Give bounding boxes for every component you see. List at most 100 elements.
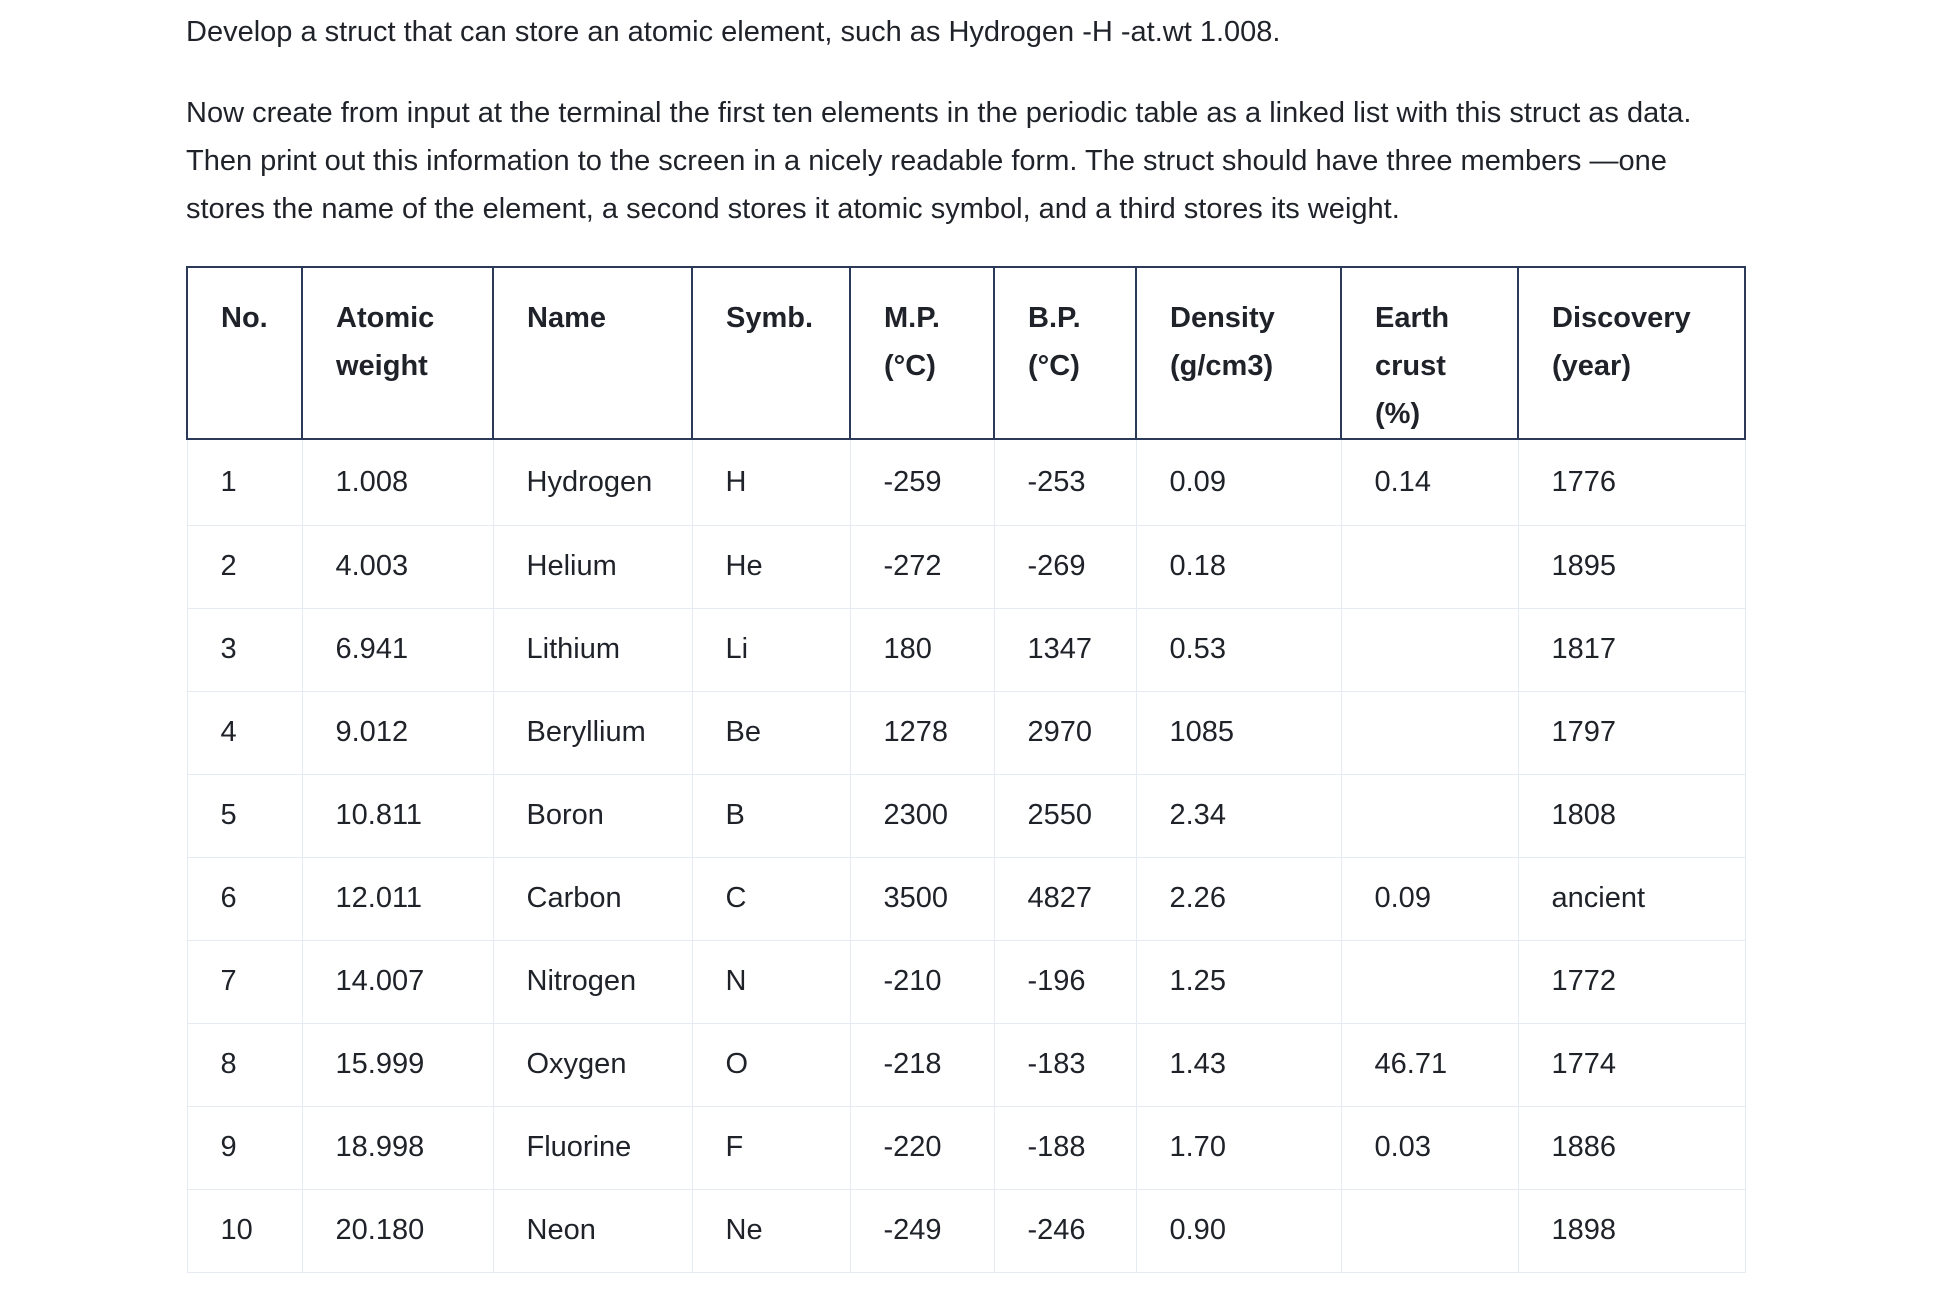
cell-name: Fluorine: [492, 1105, 693, 1190]
cell-discovery: 1774: [1517, 1022, 1746, 1107]
cell-melting-point: 1278: [849, 690, 995, 775]
cell-name: Hydrogen: [492, 438, 693, 526]
cell-earth-crust: [1340, 524, 1519, 609]
cell-symbol: Ne: [691, 1188, 851, 1273]
cell-density: 1.25: [1135, 939, 1342, 1024]
cell-discovery: 1886: [1517, 1105, 1746, 1190]
cell-name: Neon: [492, 1188, 693, 1273]
cell-discovery: 1797: [1517, 690, 1746, 775]
cell-melting-point: -220: [849, 1105, 995, 1190]
header-label: (year): [1552, 350, 1631, 382]
cell-melting-point: 3500: [849, 856, 995, 941]
cell-name: Beryllium: [492, 690, 693, 775]
cell-weight: 6.941: [301, 607, 494, 692]
cell-boiling-point: 2970: [993, 690, 1137, 775]
cell-name: Lithium: [492, 607, 693, 692]
cell-no: 4: [186, 690, 303, 775]
table-row: 7 14.007 Nitrogen N -210 -196 1.25 1772: [186, 939, 1746, 1024]
periodic-elements-table: No. Atomic weight Name Symb. M.P. (°C) B.P…: [186, 266, 1746, 1273]
cell-boiling-point: -246: [993, 1188, 1137, 1273]
cell-density: 0.90: [1135, 1188, 1342, 1273]
header-label: (°C): [884, 350, 936, 382]
cell-boiling-point: -196: [993, 939, 1137, 1024]
cell-melting-point: 180: [849, 607, 995, 692]
table-row: 5 10.811 Boron B 2300 2550 2.34 1808: [186, 773, 1746, 858]
header-label: weight: [336, 350, 428, 382]
cell-weight: 9.012: [301, 690, 494, 775]
cell-boiling-point: -188: [993, 1105, 1137, 1190]
cell-boiling-point: 2550: [993, 773, 1137, 858]
cell-symbol: N: [691, 939, 851, 1024]
cell-name: Carbon: [492, 856, 693, 941]
cell-density: 0.53: [1135, 607, 1342, 692]
cell-no: 6: [186, 856, 303, 941]
header-melting-point: M.P. (°C): [849, 266, 995, 440]
cell-melting-point: -249: [849, 1188, 995, 1273]
cell-discovery: 1776: [1517, 438, 1746, 526]
header-label: No.: [221, 302, 268, 334]
table-row: 10 20.180 Neon Ne -249 -246 0.90 1898: [186, 1188, 1746, 1273]
cell-melting-point: 2300: [849, 773, 995, 858]
header-label: Earth: [1375, 302, 1450, 334]
cell-density: 1.43: [1135, 1022, 1342, 1107]
cell-earth-crust: [1340, 939, 1519, 1024]
cell-earth-crust: 0.14: [1340, 438, 1519, 526]
cell-boiling-point: -183: [993, 1022, 1137, 1107]
cell-earth-crust: [1340, 690, 1519, 775]
cell-weight: 14.007: [301, 939, 494, 1024]
cell-melting-point: -259: [849, 438, 995, 526]
header-label: Discovery: [1552, 302, 1691, 334]
cell-symbol: C: [691, 856, 851, 941]
cell-earth-crust: [1340, 607, 1519, 692]
cell-density: 2.34: [1135, 773, 1342, 858]
cell-earth-crust: 0.09: [1340, 856, 1519, 941]
cell-no: 5: [186, 773, 303, 858]
cell-symbol: O: [691, 1022, 851, 1107]
cell-boiling-point: 1347: [993, 607, 1137, 692]
cell-name: Nitrogen: [492, 939, 693, 1024]
cell-symbol: F: [691, 1105, 851, 1190]
header-label: (°C): [1028, 350, 1080, 382]
intro-paragraph-2: Now create from input at the terminal th…: [186, 97, 1692, 225]
cell-boiling-point: 4827: [993, 856, 1137, 941]
cell-no: 7: [186, 939, 303, 1024]
cell-no: 9: [186, 1105, 303, 1190]
cell-symbol: Li: [691, 607, 851, 692]
cell-melting-point: -272: [849, 524, 995, 609]
cell-symbol: H: [691, 438, 851, 526]
header-label: Atomic: [336, 302, 435, 334]
cell-name: Oxygen: [492, 1022, 693, 1107]
header-no: No.: [186, 266, 303, 440]
cell-density: 2.26: [1135, 856, 1342, 941]
cell-discovery: 1817: [1517, 607, 1746, 692]
header-boiling-point: B.P. (°C): [993, 266, 1137, 440]
cell-name: Boron: [492, 773, 693, 858]
cell-no: 8: [186, 1022, 303, 1107]
table-row: 2 4.003 Helium He -272 -269 0.18 1895: [186, 524, 1746, 609]
cell-density: 0.09: [1135, 438, 1342, 526]
table-header-row: No. Atomic weight Name Symb. M.P. (°C) B.P…: [186, 266, 1746, 440]
cell-earth-crust: 0.03: [1340, 1105, 1519, 1190]
header-label: Symb.: [726, 302, 814, 334]
cell-symbol: He: [691, 524, 851, 609]
cell-weight: 12.011: [301, 856, 494, 941]
cell-earth-crust: [1340, 773, 1519, 858]
cell-discovery: ancient: [1517, 856, 1746, 941]
cell-weight: 20.180: [301, 1188, 494, 1273]
header-earth-crust: Earth crust (%): [1340, 266, 1519, 440]
cell-no: 2: [186, 524, 303, 609]
cell-density: 1085: [1135, 690, 1342, 775]
cell-symbol: B: [691, 773, 851, 858]
header-label: B.P.: [1028, 302, 1081, 334]
table-row: 1 1.008 Hydrogen H -259 -253 0.09 0.14 1…: [186, 438, 1746, 526]
header-symbol: Symb.: [691, 266, 851, 440]
cell-name: Helium: [492, 524, 693, 609]
header-label: M.P.: [884, 302, 940, 334]
cell-discovery: 1895: [1517, 524, 1746, 609]
cell-weight: 10.811: [301, 773, 494, 858]
header-density: Density (g/cm3): [1135, 266, 1342, 440]
header-atomic-weight: Atomic weight: [301, 266, 494, 440]
header-discovery: Discovery (year): [1517, 266, 1746, 440]
cell-weight: 15.999: [301, 1022, 494, 1107]
cell-boiling-point: -269: [993, 524, 1137, 609]
